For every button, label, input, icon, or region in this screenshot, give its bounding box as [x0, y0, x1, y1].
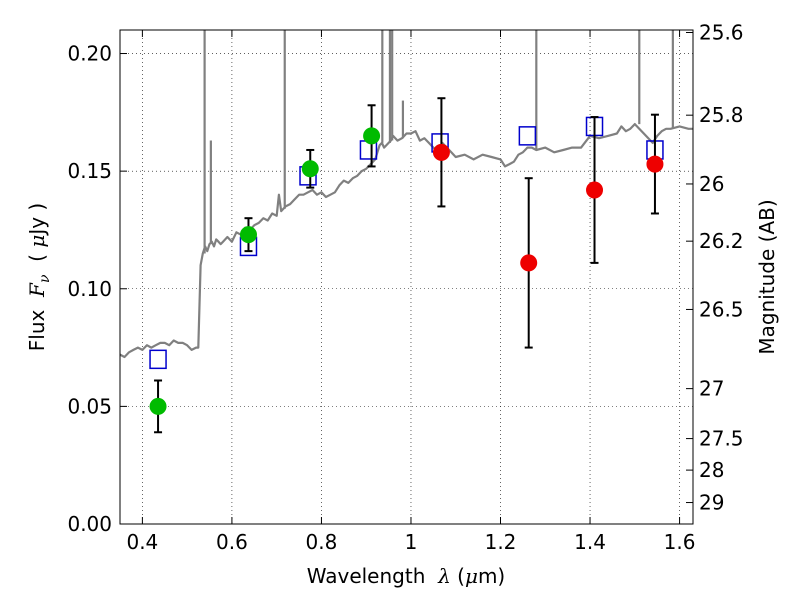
x-axis-label-unit-symbol: μ — [465, 564, 478, 588]
observed-optical-point — [363, 127, 381, 145]
x-tick-label: 0.4 — [126, 530, 158, 554]
x-axis-label-symbol: λ — [437, 564, 451, 588]
y-tick-label: 0.10 — [67, 277, 112, 301]
y-axis-label-open: ( — [25, 248, 49, 275]
observed-nir-point — [646, 155, 664, 173]
x-tick-label: 1.6 — [664, 530, 696, 554]
observed-nir-point — [520, 254, 538, 272]
x-tick-label: 1.2 — [485, 530, 517, 554]
y-tick-label: 0.00 — [67, 512, 112, 536]
y-axis-label-prefix: Flux — [25, 297, 49, 351]
y-axis-label-unit-symbol: μ — [25, 235, 49, 248]
ticks: 0.4 0.6 0.8 1 1.2 1.4 1.6 0.00 0.05 0.10 0.15 0.20 2… — [67, 20, 743, 554]
x-tick-label: 1 — [405, 530, 418, 554]
y-tick-label: 0.20 — [67, 42, 112, 66]
x-tick-label: 0.8 — [306, 530, 338, 554]
x-axis-label-unit: m) — [478, 564, 505, 588]
y2-tick-label: 25.8 — [699, 103, 744, 127]
y-axis-label-subscript: ν — [37, 274, 53, 283]
y2-tick-label: 28 — [699, 458, 724, 482]
y-tick-label: 0.15 — [67, 159, 112, 183]
observed-optical-point — [301, 160, 319, 178]
y-tick-label: 0.05 — [67, 394, 112, 418]
y-axis-label: Flux Fν ( μJy ) — [25, 203, 53, 351]
y-axis-label-symbol: F — [25, 282, 49, 298]
x-axis-label-open: ( — [451, 564, 465, 588]
plot-frame — [119, 29, 694, 525]
y2-tick-label: 26 — [699, 172, 724, 196]
x-tick-label: 0.6 — [216, 530, 248, 554]
x-tick-label: 1.4 — [574, 530, 606, 554]
plot-background — [120, 30, 693, 524]
x-axis-label: Wavelength λ (μm) — [307, 564, 506, 588]
y2-tick-label: 29 — [699, 491, 724, 515]
y2-tick-label: 26.2 — [699, 229, 744, 253]
y-axis-label-unit: Jy ) — [25, 203, 49, 237]
model-photometry-square — [149, 349, 167, 370]
y2-tick-label: 27.5 — [699, 427, 744, 451]
y2-tick-label: 27 — [699, 377, 724, 401]
model-photometry-square — [518, 126, 537, 146]
observed-optical-point — [239, 226, 257, 244]
data-layer — [120, 30, 693, 434]
observed-optical-point — [149, 397, 167, 415]
observed-nir-point — [586, 181, 604, 199]
y2-tick-label: 26.5 — [699, 297, 744, 321]
observed-nir-point — [432, 143, 450, 161]
y2-tick-label: 25.6 — [699, 20, 744, 44]
y2-axis-label: Magnitude (AB) — [755, 199, 779, 354]
x-axis-label-prefix: Wavelength — [307, 564, 438, 588]
